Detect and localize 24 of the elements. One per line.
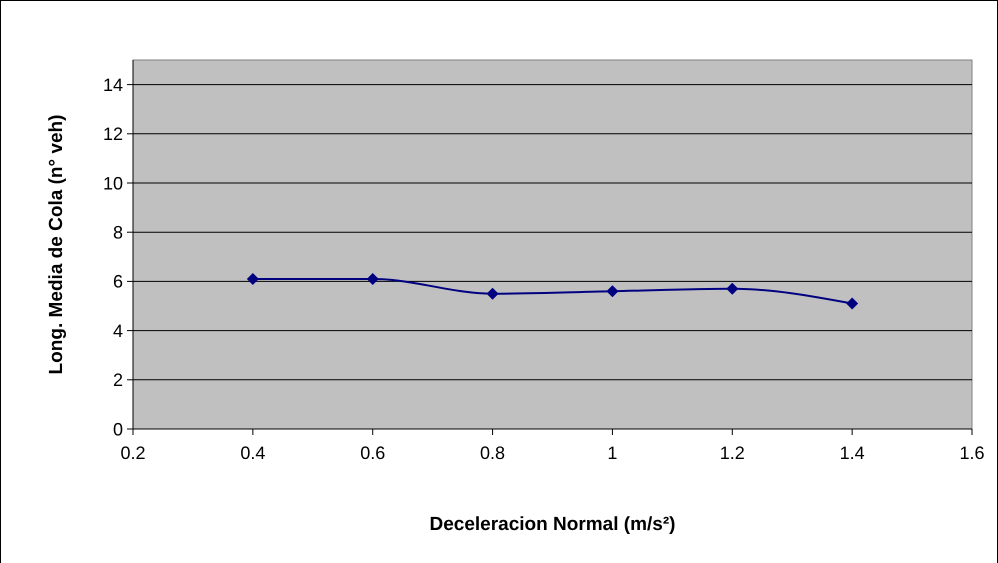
y-tick-label: 2 [112,370,123,390]
x-tick-label: 0.2 [120,443,146,463]
point [366,272,379,285]
point [606,285,618,298]
y-tick-label: 0 [112,419,123,440]
point [486,288,499,300]
x-tick-label: 0.8 [480,443,506,463]
point [246,272,259,285]
y-axis-title: Long. Media de Cola (n° veh) [46,114,67,374]
x-axis-title: Deceleracion Normal (m/s²) [429,514,676,535]
y-tick-label: 12 [102,124,123,144]
y-tick-label: 4 [112,320,123,341]
x-tick-label: 1.4 [840,443,865,463]
y-tick-label: 10 [102,173,123,194]
x-tick-label: 1 [607,443,618,463]
point [726,282,738,295]
y-tick-label: 6 [112,272,123,292]
y-tick-label: 14 [102,74,123,95]
x-tick-label: 1.6 [959,443,985,463]
x-tick-label: 1.2 [720,443,745,463]
x-tick-label: 0.6 [360,443,386,463]
y-tick-label: 8 [112,222,123,242]
point [846,298,858,310]
x-tick-label: 0.4 [240,443,266,463]
